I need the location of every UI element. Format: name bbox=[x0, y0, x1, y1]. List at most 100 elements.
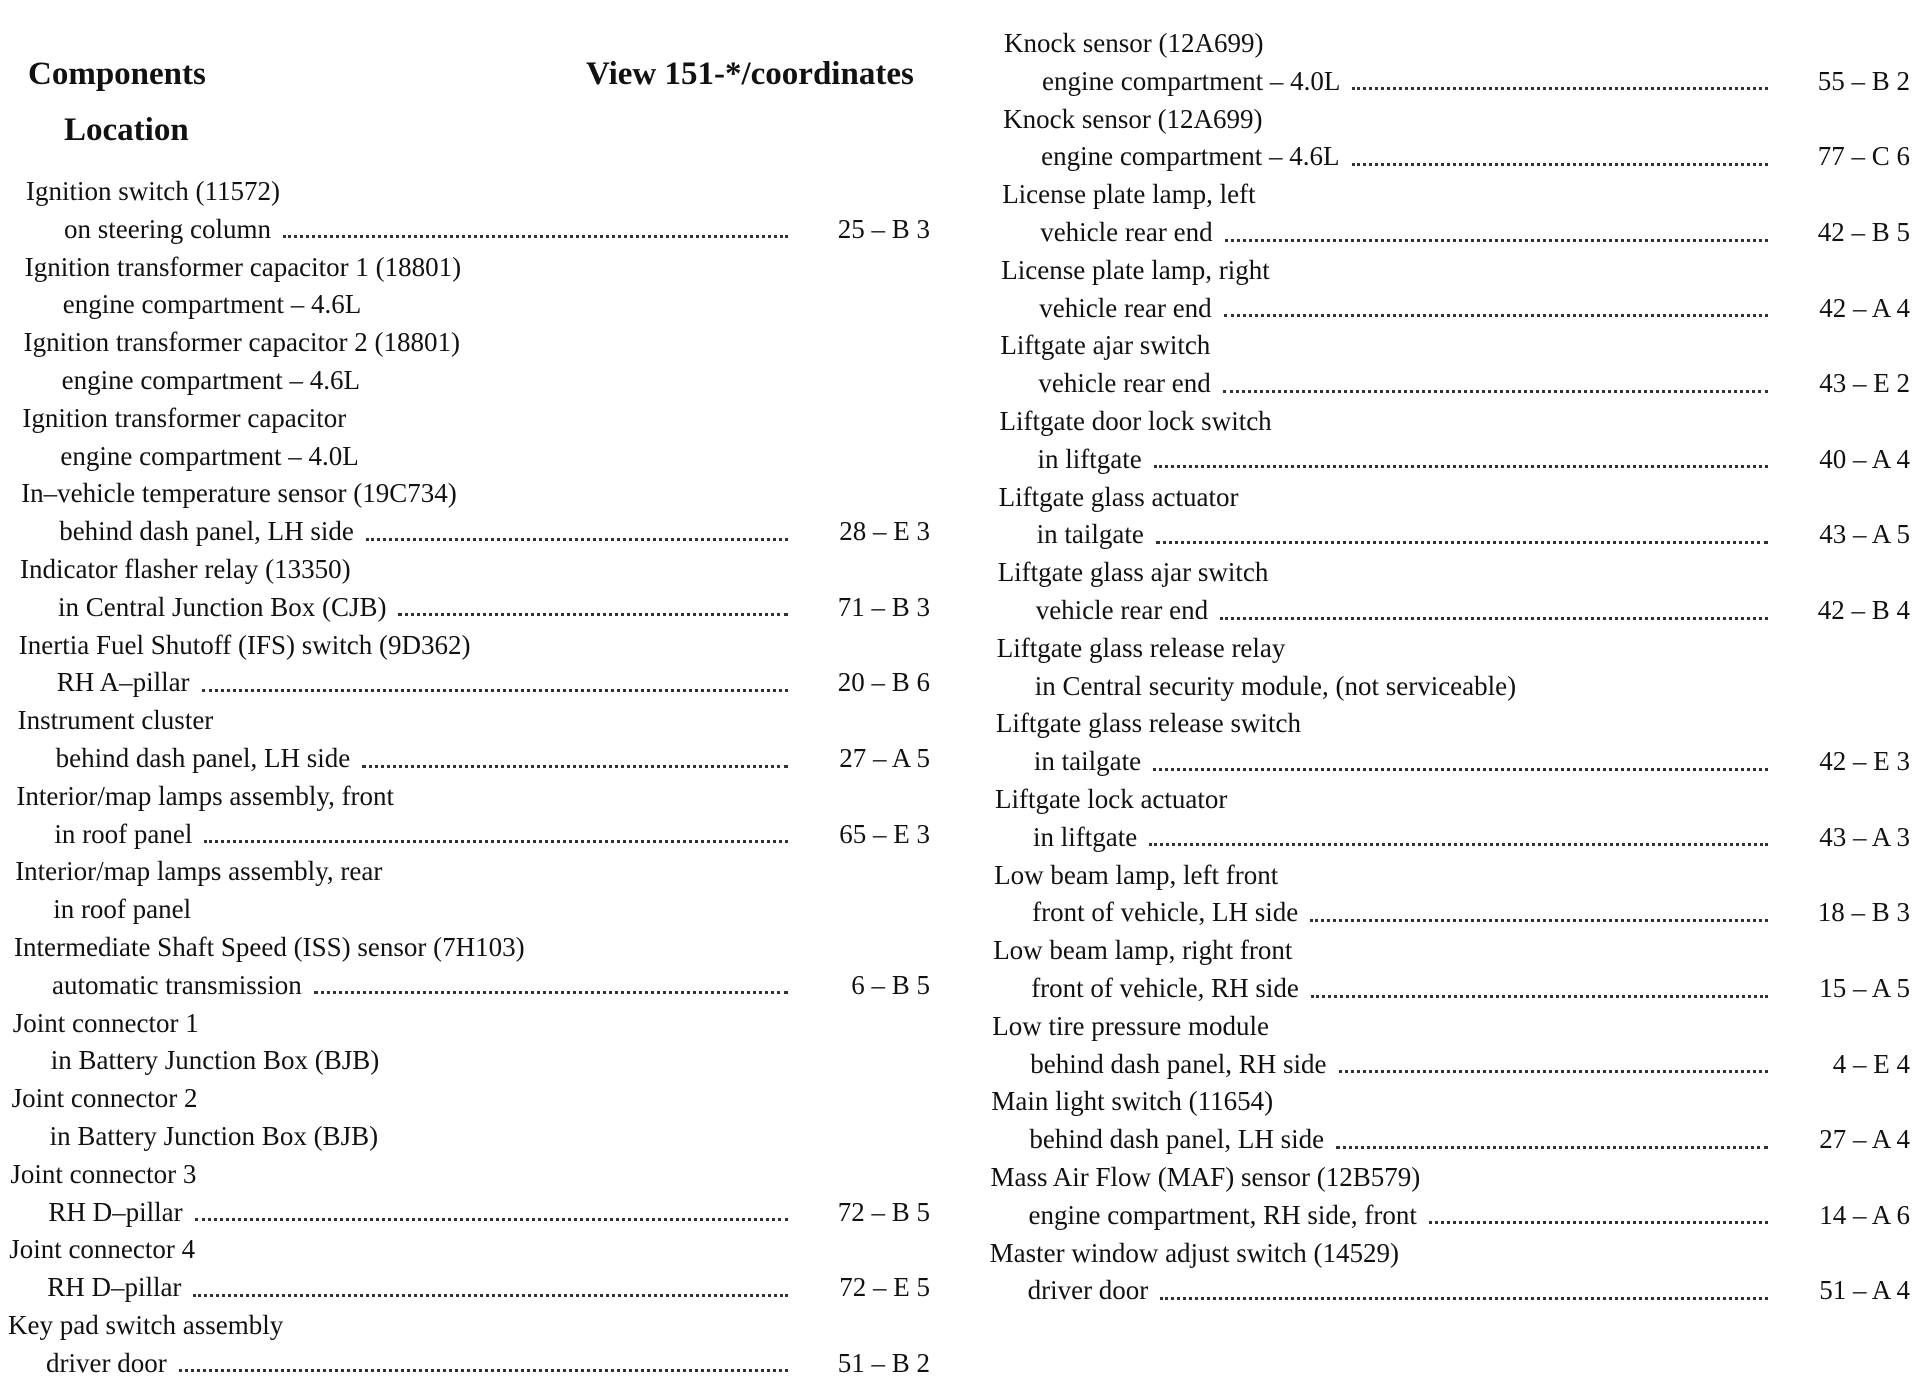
dot-leader bbox=[398, 613, 788, 617]
entry-location-row: vehicle rear end 43 – E 2 bbox=[1038, 365, 1910, 401]
entry-location: in Central security module, (not service… bbox=[1034, 670, 1517, 701]
entry-location-row: automatic transmission 6 – B 5 bbox=[52, 967, 930, 1003]
entry-coordinates: 42 – A 4 bbox=[1819, 292, 1910, 323]
entry-name: Liftgate glass actuator bbox=[998, 481, 1239, 512]
entry-location: in tailgate bbox=[1036, 519, 1144, 550]
entry-location-row: RH D–pillar 72 – B 5 bbox=[48, 1194, 930, 1230]
entry-location-row: RH D–pillar 72 – E 5 bbox=[47, 1269, 930, 1305]
entry-location: front of vehicle, RH side bbox=[1031, 973, 1299, 1003]
entry-location: driver door bbox=[46, 1347, 167, 1378]
entry-name: Indicator flasher relay (13350) bbox=[20, 554, 351, 584]
entry-location: engine compartment – 4.6L bbox=[1041, 141, 1340, 172]
entry-location: RH D–pillar bbox=[48, 1196, 183, 1227]
entry-location: driver door bbox=[1027, 1275, 1149, 1306]
dot-leader bbox=[313, 991, 788, 995]
entry-location: behind dash panel, RH side bbox=[1030, 1048, 1327, 1079]
dot-leader bbox=[1351, 162, 1768, 166]
entry-location-row: behind dash panel, LH side 27 – A 4 bbox=[1029, 1121, 1910, 1157]
entry-coordinates: 42 – B 4 bbox=[1817, 595, 1910, 625]
entry-location-row: engine compartment – 4.0L 55 – B 2 bbox=[1042, 63, 1910, 99]
entry-name: Ignition transformer capacitor 2 (18801) bbox=[23, 327, 460, 358]
entry-location: in tailgate bbox=[1033, 746, 1142, 777]
entry-location-row: front of vehicle, RH side 15 – A 5 bbox=[1031, 970, 1910, 1006]
entry-location-row: engine compartment – 4.0L bbox=[60, 438, 930, 474]
dot-leader bbox=[1310, 994, 1768, 998]
dot-leader bbox=[1220, 616, 1768, 620]
entry-name: Low beam lamp, right front bbox=[993, 935, 1293, 966]
entry-location-row: on steering column 25 – B 3 bbox=[64, 211, 930, 247]
entry-location: RH D–pillar bbox=[47, 1272, 182, 1303]
entry-name: Joint connector 3 bbox=[10, 1158, 197, 1189]
entry-name: In–vehicle temperature sensor (19C734) bbox=[21, 478, 457, 509]
entry-location-row: driver door 51 – B 2 bbox=[46, 1345, 930, 1381]
entry-location: vehicle rear end bbox=[1039, 292, 1212, 323]
dot-leader bbox=[1153, 465, 1768, 469]
entry-name: Inertia Fuel Shutoff (IFS) switch (9D362… bbox=[18, 629, 471, 660]
entry-location: behind dash panel, LH side bbox=[1029, 1124, 1325, 1155]
entry-location-row: front of vehicle, LH side 18 – B 3 bbox=[1032, 894, 1910, 930]
dot-leader bbox=[1224, 238, 1768, 242]
entry-location-row: in tailgate 42 – E 3 bbox=[1034, 743, 1910, 779]
entry-coordinates: 40 – A 4 bbox=[1819, 443, 1910, 474]
entry-location: in roof panel bbox=[54, 818, 193, 849]
entry-location-row: in Central security module, (not service… bbox=[1035, 668, 1910, 704]
entry-name: Liftgate glass release relay bbox=[996, 632, 1286, 663]
entry-location: engine compartment, RH side, front bbox=[1028, 1199, 1417, 1230]
dot-leader bbox=[1310, 918, 1768, 922]
entry-name: Ignition transformer capacitor 1 (18801) bbox=[24, 251, 462, 282]
entry-coordinates: 4 – E 4 bbox=[1832, 1048, 1910, 1079]
entry-location-row: in roof panel bbox=[53, 891, 930, 927]
entry-location-row: driver door 51 – A 4 bbox=[1028, 1272, 1910, 1308]
entry-location-row: in liftgate 40 – A 4 bbox=[1038, 441, 1911, 477]
entry-location-row: in tailgate 43 – A 5 bbox=[1037, 516, 1910, 552]
entry-name: Mass Air Flow (MAF) sensor (12B579) bbox=[990, 1162, 1421, 1192]
entry-coordinates: 43 – A 5 bbox=[1819, 519, 1910, 550]
entry-coordinates: 71 – B 3 bbox=[837, 591, 930, 622]
dot-leader bbox=[194, 1218, 788, 1222]
entry-coordinates: 18 – B 3 bbox=[1817, 897, 1910, 928]
entry-location: engine compartment – 4.6L bbox=[61, 365, 361, 395]
entry-name: Liftgate lock actuator bbox=[995, 784, 1228, 814]
entry-coordinates: 43 – A 3 bbox=[1819, 821, 1910, 852]
entry-location: automatic transmission bbox=[52, 969, 302, 1000]
entry-name: Liftgate ajar switch bbox=[1000, 330, 1211, 361]
entry-coordinates: 43 – E 2 bbox=[1819, 368, 1910, 399]
entry-name: Liftgate door lock switch bbox=[999, 406, 1272, 436]
entry-location: on steering column bbox=[64, 213, 271, 244]
dot-leader bbox=[365, 537, 788, 541]
entry-coordinates: 27 – A 4 bbox=[1819, 1124, 1910, 1155]
entry-location-row: in liftgate 43 – A 3 bbox=[1033, 819, 1910, 855]
entry-coordinates: 55 – B 2 bbox=[1817, 65, 1910, 96]
entry-location-row: in Battery Junction Box (BJB) bbox=[50, 1118, 930, 1154]
entry-name: License plate lamp, left bbox=[1002, 179, 1256, 210]
entry-location: in liftgate bbox=[1033, 821, 1138, 852]
dot-leader bbox=[193, 1293, 788, 1297]
entry-location: in liftgate bbox=[1037, 443, 1142, 474]
entry-coordinates: 28 – E 3 bbox=[839, 516, 930, 547]
entry-location: in Central Junction Box (CJB) bbox=[58, 591, 387, 622]
entry-location-row: in Central Junction Box (CJB) 71 – B 3 bbox=[58, 589, 930, 625]
dot-leader bbox=[362, 764, 788, 768]
entry-location-row: in roof panel 65 – E 3 bbox=[54, 816, 930, 852]
entry-location-row: behind dash panel, LH side 28 – E 3 bbox=[59, 513, 930, 549]
entry-coordinates: 65 – E 3 bbox=[839, 818, 930, 849]
entry-location-row: engine compartment – 4.6L bbox=[63, 286, 930, 322]
entry-coordinates: 27 – A 5 bbox=[839, 743, 930, 773]
dot-leader bbox=[1149, 843, 1768, 847]
entry-location: RH A–pillar bbox=[56, 667, 190, 698]
entry-name: Interior/map lamps assembly, front bbox=[16, 780, 395, 811]
entry-name: Ignition switch (11572) bbox=[26, 176, 280, 206]
dot-leader bbox=[1222, 389, 1768, 393]
entry-location-row: in Battery Junction Box (BJB) bbox=[51, 1042, 930, 1078]
entry-name: Intermediate Shaft Speed (ISS) sensor (7… bbox=[14, 932, 525, 962]
entry-location: vehicle rear end bbox=[1040, 217, 1213, 247]
entry-location: engine compartment – 4.6L bbox=[62, 289, 362, 320]
subtitle: Location bbox=[64, 112, 189, 148]
entry-location-row: vehicle rear end 42 – B 4 bbox=[1036, 592, 1910, 628]
entry-coordinates: 72 – E 5 bbox=[839, 1272, 930, 1303]
dot-leader bbox=[282, 235, 788, 239]
entry-name: Low beam lamp, left front bbox=[994, 859, 1279, 890]
entry-coordinates: 77 – C 6 bbox=[1817, 141, 1910, 172]
entry-location-row: engine compartment – 4.6L 77 – C 6 bbox=[1041, 138, 1910, 174]
dot-leader bbox=[178, 1369, 788, 1373]
